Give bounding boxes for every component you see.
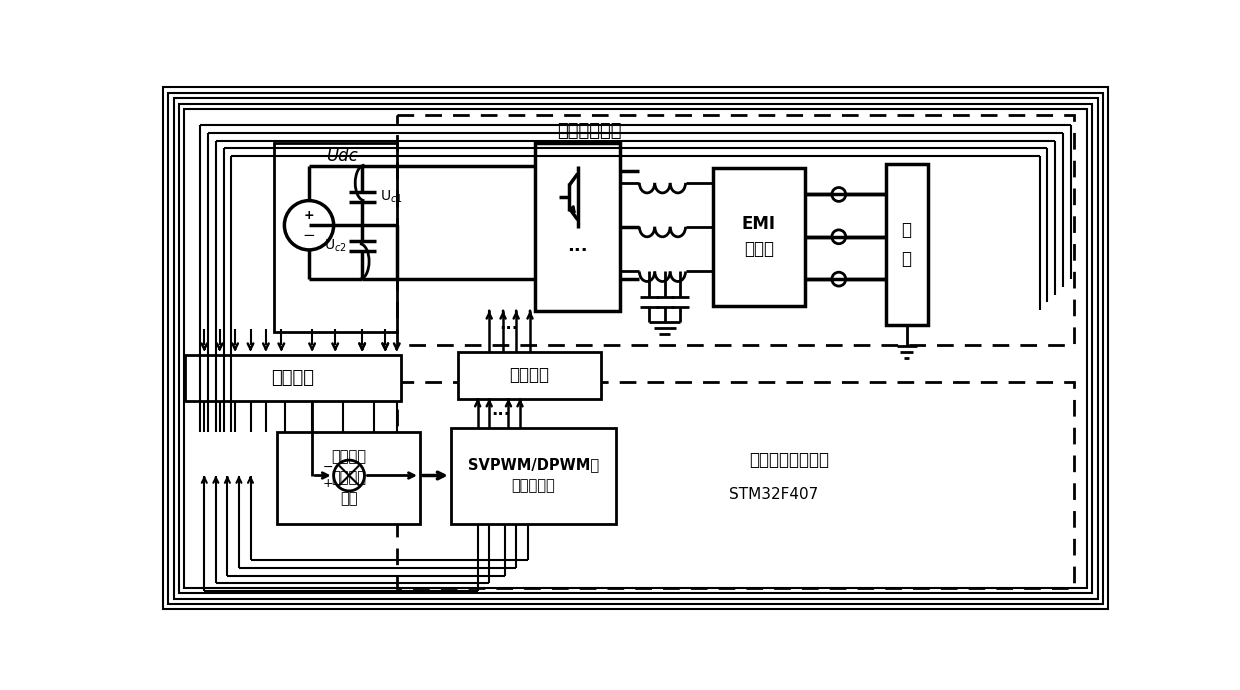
Text: ···: ···: [491, 406, 511, 424]
Bar: [536, 143, 620, 310]
Text: −: −: [322, 462, 332, 474]
Text: 脉宽调制
策略切换
单元: 脉宽调制 策略切换 单元: [331, 449, 367, 506]
Text: +: +: [304, 209, 314, 221]
Text: Udc: Udc: [326, 147, 357, 165]
Bar: [397, 382, 1074, 588]
Text: 多电平逆变器: 多电平逆变器: [557, 121, 621, 139]
Text: EMI
滤波器: EMI 滤波器: [742, 215, 776, 258]
Text: STM32F407: STM32F407: [729, 487, 818, 502]
Text: ···: ···: [500, 320, 518, 338]
Bar: [450, 428, 616, 524]
Bar: [459, 353, 601, 399]
Bar: [185, 355, 401, 401]
Text: +: +: [322, 477, 332, 490]
Bar: [278, 432, 420, 524]
Text: 负
载: 负 载: [901, 221, 911, 268]
Bar: [274, 143, 397, 331]
Text: 数字处理控制模块: 数字处理控制模块: [749, 451, 830, 469]
Text: 驱动电路: 驱动电路: [510, 366, 549, 384]
Text: 采样单元: 采样单元: [272, 368, 315, 386]
Bar: [713, 168, 805, 306]
Bar: [397, 115, 1074, 344]
Bar: [885, 164, 928, 326]
Text: U$_{c1}$: U$_{c1}$: [379, 188, 403, 205]
Text: −: −: [303, 228, 315, 243]
Text: ···: ···: [568, 241, 588, 259]
Text: U$_{c2}$: U$_{c2}$: [324, 238, 346, 254]
Text: SVPWM/DPWM控
制处理单元: SVPWM/DPWM控 制处理单元: [467, 457, 599, 493]
